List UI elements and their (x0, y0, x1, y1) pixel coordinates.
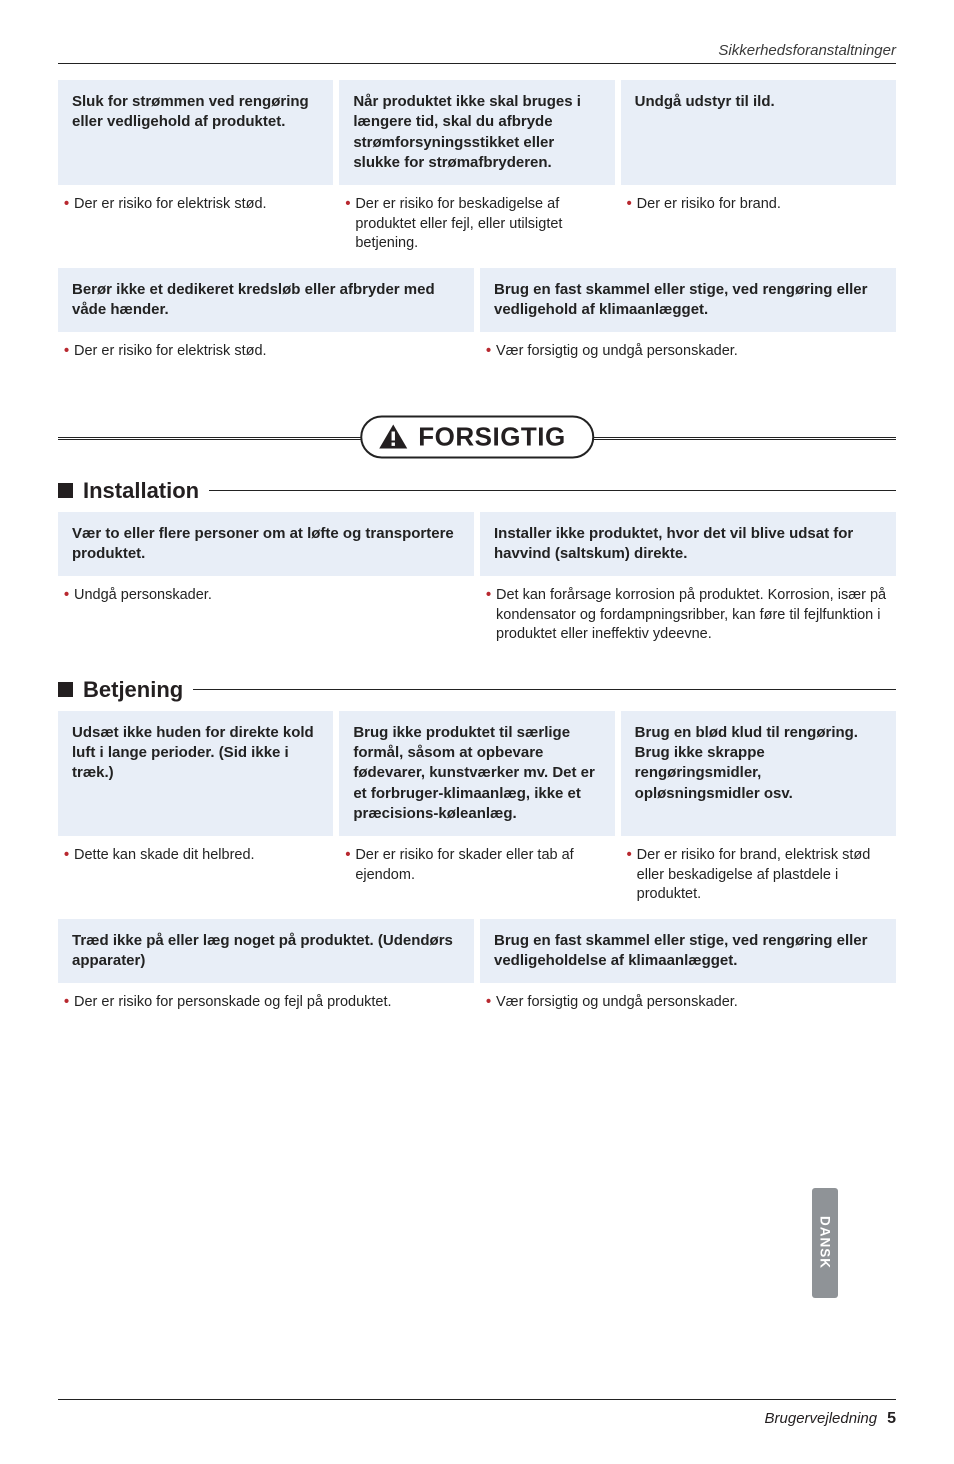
caution-separator: FORSIGTIG (58, 414, 896, 460)
language-tab: DANSK (812, 1188, 838, 1298)
box: Træd ikke på eller læg noget på produkte… (58, 919, 474, 984)
caution-pill: FORSIGTIG (360, 415, 594, 458)
note: Vær forsigtig og undgå personskader. (480, 332, 896, 368)
box: Brug ikke produktet til særlige formål, … (339, 711, 614, 836)
section-head-betjening: Betjening (58, 677, 896, 703)
betjening-box-row-3: Udsæt ikke huden for direkte kold luft i… (58, 711, 896, 836)
note: Dette kan skade dit helbred. (58, 836, 333, 911)
betjening-box-row-2: Træd ikke på eller læg noget på produkte… (58, 919, 896, 984)
section-head-installation: Installation (58, 478, 896, 504)
box: Når produktet ikke skal bruges i længere… (339, 80, 614, 185)
caution-label: FORSIGTIG (418, 421, 566, 452)
note: Der er risiko for elektrisk stød. (58, 185, 333, 260)
footer: Brugervejledning 5 (58, 1400, 896, 1428)
footer-text: Brugervejledning (765, 1410, 878, 1427)
box: Berør ikke et dedikeret kredsløb eller a… (58, 268, 474, 333)
square-icon (58, 483, 73, 498)
section-title: Betjening (83, 677, 183, 703)
betjening-note-row-2: Der er risiko for personskade og fejl på… (58, 983, 896, 1019)
box: Vær to eller flere personer om at løfte … (58, 512, 474, 577)
box: Undgå udstyr til ild. (621, 80, 896, 185)
square-icon (58, 682, 73, 697)
group1-note-row: Der er risiko for elektrisk stød. Der er… (58, 185, 896, 260)
top-rule (58, 63, 896, 64)
section-title: Installation (83, 478, 199, 504)
group1-box-row-2: Berør ikke et dedikeret kredsløb eller a… (58, 268, 896, 333)
warning-icon (378, 424, 408, 450)
note: Der er risiko for personskade og fejl på… (58, 983, 474, 1019)
note: Det kan forårsage korrosion på produktet… (480, 576, 896, 651)
note: Der er risiko for elektrisk stød. (58, 332, 474, 368)
installation-box-row: Vær to eller flere personer om at løfte … (58, 512, 896, 577)
note: Vær forsigtig og undgå personskader. (480, 983, 896, 1019)
note: Der er risiko for skader eller tab af ej… (339, 836, 614, 911)
group1-note-row-2: Der er risiko for elektrisk stød. Vær fo… (58, 332, 896, 368)
box: Installer ikke produktet, hvor det vil b… (480, 512, 896, 577)
box: Udsæt ikke huden for direkte kold luft i… (58, 711, 333, 836)
box: Brug en blød klud til rengøring. Brug ik… (621, 711, 896, 836)
group1-box-row: Sluk for strømmen ved rengøring eller ve… (58, 80, 896, 185)
box: Brug en fast skammel eller stige, ved re… (480, 268, 896, 333)
page-number: 5 (887, 1410, 896, 1428)
box: Brug en fast skammel eller stige, ved re… (480, 919, 896, 984)
box: Sluk for strømmen ved rengøring eller ve… (58, 80, 333, 185)
note: Der er risiko for brand, elektrisk stød … (621, 836, 896, 911)
language-tab-label: DANSK (818, 1216, 833, 1269)
note: Der er risiko for brand. (621, 185, 896, 260)
betjening-note-row-3: Dette kan skade dit helbred. Der er risi… (58, 836, 896, 911)
note: Der er risiko for beskadigelse af produk… (339, 185, 614, 260)
installation-note-row: Undgå personskader. Det kan forårsage ko… (58, 576, 896, 651)
note: Undgå personskader. (58, 576, 474, 651)
breadcrumb: Sikkerhedsforanstaltninger (58, 42, 896, 59)
